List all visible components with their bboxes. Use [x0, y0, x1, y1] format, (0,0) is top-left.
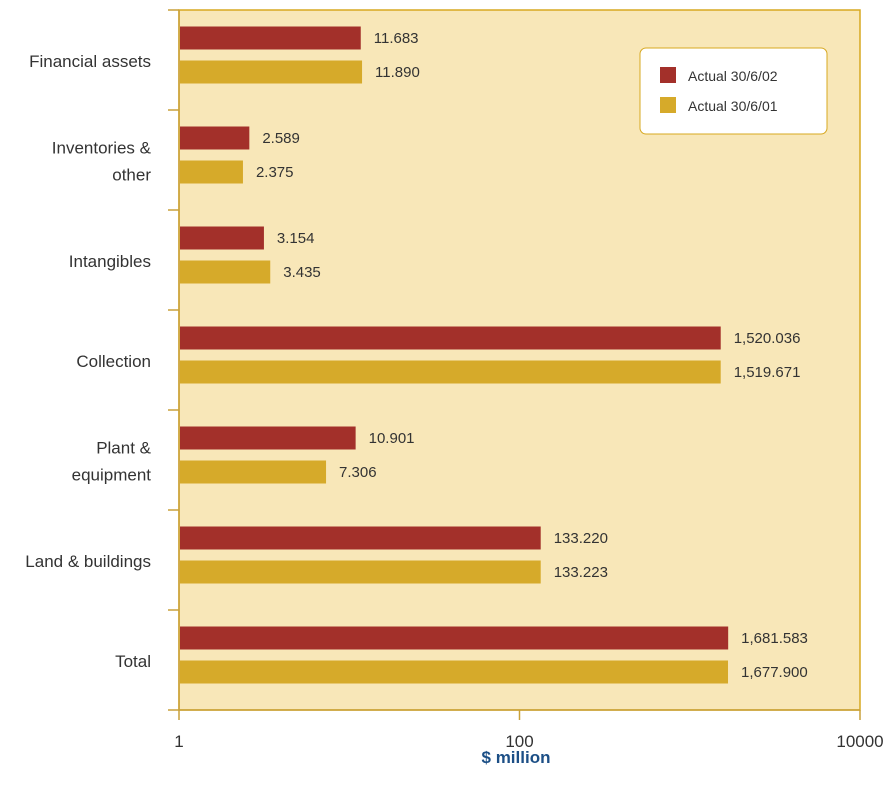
- bar-2002: [180, 326, 721, 350]
- bar-2002: [180, 126, 250, 150]
- legend-swatch-2: [660, 97, 676, 113]
- legend-swatch-1: [660, 67, 676, 83]
- category-label: Intangibles: [69, 252, 151, 271]
- legend-label-1: Actual 30/6/02: [688, 68, 778, 84]
- category-label: Inventories &: [52, 139, 152, 158]
- category-label: other: [112, 166, 151, 185]
- data-label: 2.589: [262, 130, 300, 147]
- data-label: 133.223: [554, 564, 608, 581]
- bar-2002: [180, 526, 541, 550]
- axis-layer: [168, 9, 861, 720]
- legend: Actual 30/6/02 Actual 30/6/01: [639, 47, 828, 135]
- bar-2001: [180, 60, 363, 84]
- category-label: Plant &: [96, 439, 151, 458]
- data-label: 2.375: [256, 164, 294, 181]
- category-label: Financial assets: [29, 52, 151, 71]
- category-label: equipment: [72, 466, 152, 485]
- data-label: 1,520.036: [734, 330, 801, 347]
- bar-2002: [180, 26, 361, 50]
- bar-2001: [180, 460, 327, 484]
- x-axis-title: $ million: [482, 748, 551, 767]
- bar-2001: [180, 560, 541, 584]
- data-label: 3.435: [283, 264, 321, 281]
- bar-2002: [180, 426, 356, 450]
- data-label: 133.220: [554, 530, 608, 547]
- category-label: Collection: [76, 352, 151, 371]
- category-label: Total: [115, 652, 151, 671]
- data-label: 1,519.671: [734, 364, 801, 381]
- category-label: Land & buildings: [25, 552, 151, 571]
- bar-layer: [180, 26, 729, 684]
- bar-2001: [180, 260, 271, 284]
- data-label: 11.683: [374, 30, 419, 47]
- bar-2002: [180, 226, 264, 250]
- bar-2001: [180, 660, 729, 684]
- x-tick-label-2: 100: [505, 732, 533, 751]
- x-tick-label-1: 1: [174, 732, 183, 751]
- data-label: 1,681.583: [741, 630, 808, 647]
- data-label: 7.306: [339, 464, 377, 481]
- legend-box: [639, 47, 828, 135]
- legend-label-2: Actual 30/6/01: [688, 98, 778, 114]
- bar-2002: [180, 626, 729, 650]
- data-label: 1,677.900: [741, 664, 808, 681]
- bar-2001: [180, 360, 721, 384]
- data-label: 10.901: [369, 430, 415, 447]
- x-tick-label-3: 10000: [836, 732, 883, 751]
- label-layer: 1 100 10000 Financial assets Inventories & ot…: [25, 30, 883, 751]
- data-label: 3.154: [277, 230, 315, 247]
- data-label: 11.890: [375, 64, 420, 81]
- bar-2001: [180, 160, 243, 184]
